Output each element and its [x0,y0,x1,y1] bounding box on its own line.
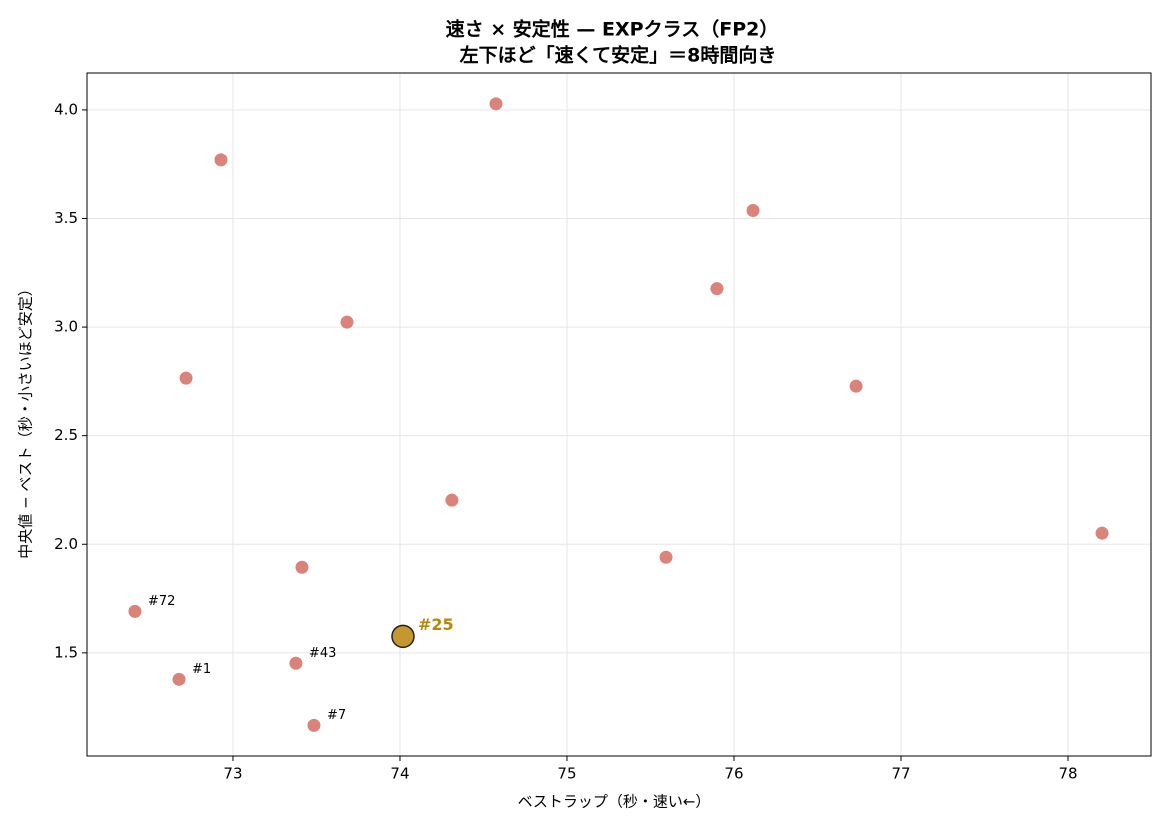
x-tick-label: 74 [390,765,409,783]
point-label: #7 [327,708,346,723]
point [659,550,673,564]
point [849,379,863,393]
plot-frame [86,72,1152,757]
y-tick-label: 4.0 [54,100,78,118]
x-tick-label: 78 [1058,765,1077,783]
y-tick-label: 2.0 [54,535,78,553]
y-axis-label: 中央値 − ベスト（秒・小さいほど安定） [17,281,35,558]
chart-subtitle: 左下ほど「速くて安定」＝8時間向き [460,44,777,67]
point [445,493,459,507]
point [295,560,309,574]
highlight-point [391,624,415,649]
y-tick-label: 1.5 [54,643,78,661]
x-axis-label: ベストラップ（秒・速い←） [518,793,711,811]
point [179,371,193,385]
point-label: #1 [192,662,211,677]
y-tick-label: 3.0 [54,318,78,336]
point-label: #43 [309,646,336,661]
point [307,718,321,732]
point [746,203,760,217]
x-tick-label: 73 [223,765,242,783]
y-tick-label: 2.5 [54,426,78,444]
point-label: #72 [148,594,175,609]
y-tick-label: 3.5 [54,209,78,227]
point [710,282,724,296]
point [289,656,303,670]
point [128,604,142,618]
point [172,672,186,686]
x-tick-label: 76 [724,765,743,783]
x-tick-label: 75 [557,765,576,783]
point [214,153,228,167]
x-tick-label: 77 [891,765,910,783]
point [489,97,503,111]
point [1095,526,1109,540]
chart-title: 速さ × 安定性 — EXPクラス（FP2） [446,18,779,41]
point [340,315,354,329]
highlight-label: #25 [418,615,454,634]
